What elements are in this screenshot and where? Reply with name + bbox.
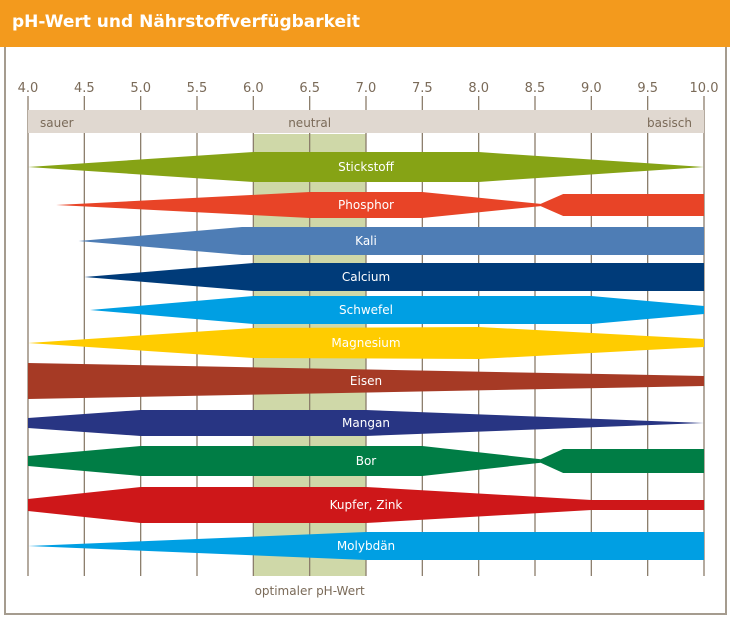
x-tick-label: 6.0	[243, 81, 264, 96]
x-tick-label: 8.5	[525, 81, 546, 96]
band-kali	[78, 226, 704, 256]
x-tick-label: 8.0	[468, 81, 489, 96]
band-eisen	[28, 363, 704, 399]
header-bar: pH-Wert und Nährstoffverfügbarkeit	[0, 0, 730, 47]
band-schwefel	[89, 295, 704, 325]
x-tick-label: 4.0	[18, 81, 39, 96]
band-label: Kupfer, Zink	[330, 498, 403, 512]
band-label: Calcium	[342, 270, 390, 284]
band-label: Molybdän	[337, 539, 395, 553]
band-label: Phosphor	[338, 198, 394, 212]
optimal-label: optimaler pH-Wert	[255, 584, 365, 598]
band-molybdän	[28, 531, 704, 561]
x-tick-label: 5.5	[187, 81, 208, 96]
band-label: Magnesium	[331, 336, 400, 350]
band-label: Stickstoff	[338, 160, 395, 174]
x-tick-label: 9.0	[581, 81, 602, 96]
chart-frame	[4, 47, 727, 615]
band-mangan	[28, 410, 704, 436]
band-label: Bor	[356, 454, 377, 468]
scale-label-neutral: neutral	[288, 116, 331, 130]
band-label: Eisen	[350, 374, 382, 388]
band-kupfer-zink	[28, 487, 704, 523]
band-magnesium	[28, 326, 704, 360]
x-tick-label: 7.5	[412, 81, 433, 96]
band-label: Mangan	[342, 416, 390, 430]
band-label: Kali	[355, 234, 377, 248]
chart-title: pH-Wert und Nährstoffverfügbarkeit	[12, 12, 360, 32]
band-label: Schwefel	[339, 303, 393, 317]
scale-label-sauer: sauer	[40, 116, 74, 130]
x-tick-label: 4.5	[74, 81, 95, 96]
band-calcium	[84, 262, 705, 292]
scale-label-basisch: basisch	[647, 116, 692, 130]
x-tick-label: 6.5	[299, 81, 320, 96]
x-tick-label: 5.0	[130, 81, 151, 96]
band-bor	[28, 446, 704, 476]
band-phosphor	[56, 192, 704, 218]
x-tick-label: 7.0	[356, 81, 377, 96]
acidity-scale	[28, 110, 704, 133]
x-tick-label: 9.5	[637, 81, 658, 96]
band-stickstoff	[28, 152, 704, 182]
x-tick-label: 10.0	[690, 81, 719, 96]
